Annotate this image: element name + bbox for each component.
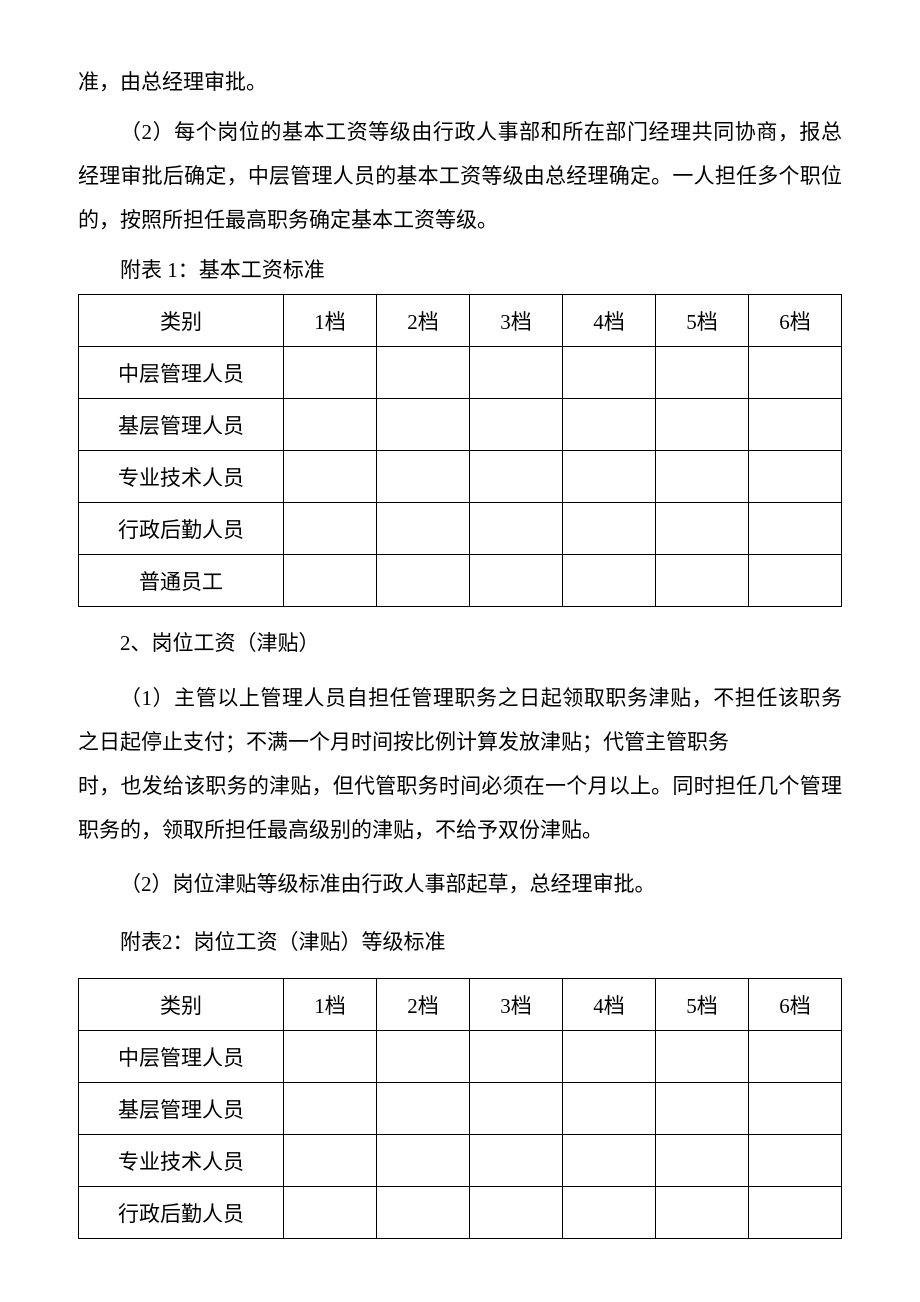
table-row: 普通员工: [79, 555, 842, 607]
table-header-level4: 4档: [563, 979, 656, 1031]
table-cell: [563, 451, 656, 503]
table-cell: [470, 1031, 563, 1083]
table-cell: [656, 347, 749, 399]
paragraph-section2-item2: （2）岗位津贴等级标准由行政人事部起草，总经理审批。: [78, 862, 842, 906]
table-header-level1: 1档: [284, 979, 377, 1031]
table-cell: [284, 1135, 377, 1187]
table-cell: [749, 399, 842, 451]
table-cell: [563, 1187, 656, 1239]
table-cell-category: 基层管理人员: [79, 1083, 284, 1135]
table-row: 行政后勤人员: [79, 503, 842, 555]
table-header-level1: 1档: [284, 295, 377, 347]
table-header-level5: 5档: [656, 295, 749, 347]
table-header-level4: 4档: [563, 295, 656, 347]
table-cell-category: 中层管理人员: [79, 1031, 284, 1083]
table-row: 行政后勤人员: [79, 1187, 842, 1239]
table-cell: [656, 1031, 749, 1083]
table-row: 类别 1档 2档 3档 4档 5档 6档: [79, 295, 842, 347]
table2-caption: 附表2：岗位工资（津贴）等级标准: [78, 920, 842, 964]
table-cell-category: 中层管理人员: [79, 347, 284, 399]
table-basic-salary-standard: 类别 1档 2档 3档 4档 5档 6档 中层管理人员 基层管理人员: [78, 294, 842, 607]
table-cell: [563, 1031, 656, 1083]
table-cell: [377, 503, 470, 555]
table-header-category: 类别: [79, 979, 284, 1031]
table-header-level6: 6档: [749, 295, 842, 347]
table-cell: [377, 451, 470, 503]
table-cell: [377, 347, 470, 399]
section-2-heading: 2、岗位工资（津贴）: [78, 621, 842, 665]
table-cell: [377, 1083, 470, 1135]
table-cell: [563, 399, 656, 451]
table-cell: [749, 555, 842, 607]
table-header-level3: 3档: [470, 295, 563, 347]
table-header-level3: 3档: [470, 979, 563, 1031]
table-header-level6: 6档: [749, 979, 842, 1031]
table-cell: [749, 451, 842, 503]
paragraph-section2-item1b: 时，也发给该职务的津贴，但代管职务时间必须在一个月以上。同时担任几个管理职务的，…: [78, 764, 842, 852]
table-cell-category: 普通员工: [79, 555, 284, 607]
table-row: 专业技术人员: [79, 451, 842, 503]
table-cell-category: 基层管理人员: [79, 399, 284, 451]
table-header-level5: 5档: [656, 979, 749, 1031]
table-cell-category: 行政后勤人员: [79, 503, 284, 555]
table-cell: [284, 1031, 377, 1083]
table-header-category: 类别: [79, 295, 284, 347]
table-cell: [470, 347, 563, 399]
table-cell: [749, 1135, 842, 1187]
table-cell: [377, 1031, 470, 1083]
table1-caption: 附表 1：基本工资标准: [78, 248, 842, 292]
table-cell: [656, 1135, 749, 1187]
paragraph-item-2: （2）每个岗位的基本工资等级由行政人事部和所在部门经理共同协商，报总经理审批后确…: [78, 110, 842, 242]
table-cell: [656, 451, 749, 503]
table-cell: [563, 503, 656, 555]
paragraph-section2-item1a: （1）主管以上管理人员自担任管理职务之日起领取职务津贴，不担任该职务之日起停止支…: [78, 676, 842, 764]
table-cell: [656, 1083, 749, 1135]
table-row: 基层管理人员: [79, 399, 842, 451]
table-cell: [749, 1031, 842, 1083]
table-cell: [563, 555, 656, 607]
table-cell: [284, 399, 377, 451]
table-header-level2: 2档: [377, 295, 470, 347]
table-row: 中层管理人员: [79, 1031, 842, 1083]
table-cell: [470, 451, 563, 503]
table-cell: [377, 399, 470, 451]
table-cell-category: 行政后勤人员: [79, 1187, 284, 1239]
table-cell: [749, 347, 842, 399]
table-cell: [563, 1083, 656, 1135]
table-cell: [656, 1187, 749, 1239]
table-header-level2: 2档: [377, 979, 470, 1031]
table-cell: [470, 503, 563, 555]
table-cell: [284, 503, 377, 555]
table-cell: [470, 555, 563, 607]
table-cell: [656, 503, 749, 555]
table-cell: [284, 1187, 377, 1239]
table-row: 类别 1档 2档 3档 4档 5档 6档: [79, 979, 842, 1031]
table-cell: [656, 555, 749, 607]
table-cell: [470, 399, 563, 451]
table-cell: [749, 503, 842, 555]
table-cell: [470, 1187, 563, 1239]
table-cell: [284, 347, 377, 399]
table-cell: [377, 1135, 470, 1187]
table-post-salary-standard: 类别 1档 2档 3档 4档 5档 6档 中层管理人员 基层管理人员: [78, 978, 842, 1239]
table-cell: [377, 555, 470, 607]
table-cell-category: 专业技术人员: [79, 1135, 284, 1187]
table-cell-category: 专业技术人员: [79, 451, 284, 503]
table-row: 中层管理人员: [79, 347, 842, 399]
table-row: 专业技术人员: [79, 1135, 842, 1187]
table-cell: [377, 1187, 470, 1239]
table-cell: [470, 1135, 563, 1187]
table-cell: [563, 1135, 656, 1187]
table-cell: [284, 451, 377, 503]
table-cell: [470, 1083, 563, 1135]
table-cell: [284, 1083, 377, 1135]
table-cell: [284, 555, 377, 607]
table-cell: [749, 1187, 842, 1239]
table-row: 基层管理人员: [79, 1083, 842, 1135]
paragraph-continuation: 准，由总经理审批。: [78, 60, 842, 104]
table-cell: [749, 1083, 842, 1135]
table-cell: [656, 399, 749, 451]
table-cell: [563, 347, 656, 399]
